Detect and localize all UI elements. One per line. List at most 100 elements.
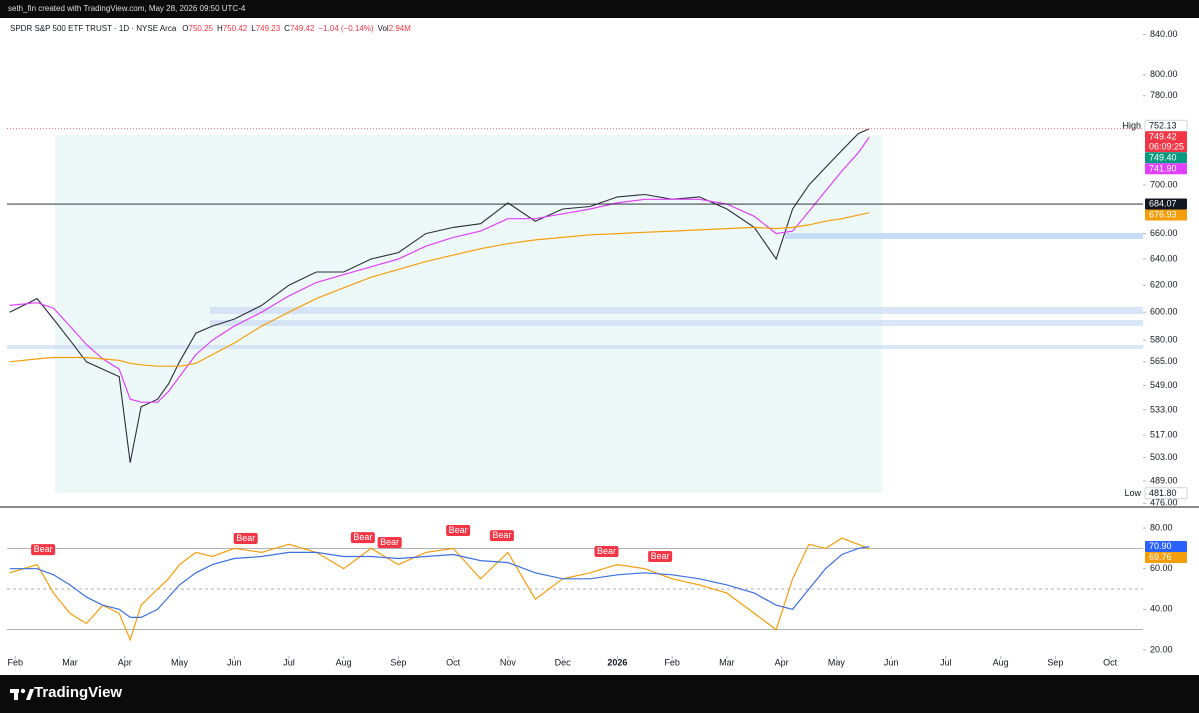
x-tick-label: Jun xyxy=(884,657,899,667)
series-line xyxy=(9,136,870,403)
price-label-box xyxy=(1145,198,1187,210)
zone xyxy=(210,307,1143,314)
x-tick-label: Sep xyxy=(390,657,406,667)
annotation-box xyxy=(446,525,471,537)
price-label-tag: Low xyxy=(1124,488,1141,498)
zone xyxy=(785,233,1143,239)
y-tick-label: 503.00 xyxy=(1150,452,1178,462)
y-tick-label: 640.00 xyxy=(1150,253,1178,263)
price-label: 752.13 xyxy=(1149,120,1177,130)
price-label: 741.90 xyxy=(1149,163,1177,173)
x-tick-label: May xyxy=(828,657,846,667)
series-line xyxy=(9,546,870,618)
y-tick-label: 40.00 xyxy=(1150,604,1173,614)
y-tick-label: 60.00 xyxy=(1150,563,1173,573)
annotation-box xyxy=(648,551,673,563)
x-tick-label: Sep xyxy=(1047,657,1063,667)
price-label-box xyxy=(1145,541,1187,553)
x-tick-label: 2026 xyxy=(607,657,627,667)
x-tick-label: Oct xyxy=(446,657,461,667)
x-tick-label: May xyxy=(171,657,189,667)
x-tick-label: Oct xyxy=(1103,657,1118,667)
logo xyxy=(10,688,34,700)
volume-key: Vol xyxy=(377,24,389,33)
price-label-box xyxy=(1145,163,1187,175)
price-label-box xyxy=(1145,552,1187,564)
field-key: H xyxy=(216,24,223,33)
annotation-label: Bear xyxy=(236,533,255,543)
y-tick-label: 840.00 xyxy=(1150,29,1178,39)
price-label: 676.93 xyxy=(1149,210,1177,220)
annotation-label: Bear xyxy=(449,525,468,535)
x-tick-label: Jul xyxy=(283,657,295,667)
y-tick-label: 549.00 xyxy=(1150,380,1178,390)
y-tick-label: 660.00 xyxy=(1150,228,1178,238)
countdown: 06:09:25 xyxy=(1149,141,1184,151)
y-tick-label: 580.00 xyxy=(1150,335,1178,345)
price-label-box xyxy=(1144,487,1188,500)
symbol: SPDR S&P 500 ETF TRUST · 1D · NYSE Arca xyxy=(10,24,177,33)
field-value: 749.42 xyxy=(289,24,315,33)
x-tick-label: Feb xyxy=(664,657,680,667)
field-key: O xyxy=(182,24,189,33)
y-tick-label: 489.00 xyxy=(1150,475,1178,485)
series-line xyxy=(9,537,870,642)
series-line xyxy=(9,128,870,463)
x-tick-label: Mar xyxy=(719,657,735,667)
annotation-label: Bear xyxy=(380,537,399,547)
x-tick-label: Mar xyxy=(62,657,78,667)
y-tick-label: 476.00 xyxy=(1150,498,1178,508)
price-label: 69.76 xyxy=(1149,552,1172,562)
x-tick-label: Jul xyxy=(940,657,952,667)
field-value: 750.25 xyxy=(188,24,213,33)
series-line xyxy=(9,212,870,367)
y-tick-label: 565.00 xyxy=(1150,356,1178,366)
y-tick-label: 80.00 xyxy=(1150,522,1173,532)
y-tick-label: 533.00 xyxy=(1150,404,1178,414)
annotation-box xyxy=(489,530,514,542)
annotation-box xyxy=(31,544,56,556)
annotation-label: Bear xyxy=(353,532,372,542)
x-tick-label: Feb xyxy=(7,657,23,667)
y-tick-label: 600.00 xyxy=(1150,307,1178,317)
y-tick-label: 800.00 xyxy=(1150,69,1178,79)
x-tick-label: Apr xyxy=(118,657,132,667)
field-key: C xyxy=(284,24,290,33)
annotation-box xyxy=(377,537,402,549)
x-tick-label: Jun xyxy=(227,657,242,667)
price-label-tag: High xyxy=(1122,120,1141,130)
price-label-box xyxy=(1145,131,1187,153)
x-tick-label: Nov xyxy=(500,657,517,667)
annotation-label: Bear xyxy=(651,551,670,561)
annotation-box xyxy=(594,545,619,557)
chart: 840.00 800.00 780.00 700.00 660.00 640.00 620.… xyxy=(0,29,1199,667)
price-label: 749.42 xyxy=(1149,131,1177,141)
y-tick-label: 700.00 xyxy=(1150,179,1178,189)
zone xyxy=(7,345,1143,349)
zone xyxy=(210,320,1143,326)
y-tick-label: 20.00 xyxy=(1150,644,1173,654)
field-value: 750.42 xyxy=(222,24,248,33)
price-label-box xyxy=(1145,152,1187,164)
y-tick-label: 517.00 xyxy=(1150,429,1178,439)
annotation-label: Bear xyxy=(34,544,53,554)
annotation-label: Bear xyxy=(492,530,511,540)
price-label: 684.07 xyxy=(1149,199,1177,209)
brand: TradingView xyxy=(34,684,123,701)
volume-value: 2.94M xyxy=(388,24,411,33)
x-tick-label: Aug xyxy=(336,657,352,667)
footer: TradingView xyxy=(0,675,1199,713)
x-tick-label: Dec xyxy=(555,657,572,667)
price-label: 70.90 xyxy=(1149,541,1172,551)
field-value: 749.23 xyxy=(255,24,281,33)
x-tick-label: Apr xyxy=(775,657,789,667)
price-label: 749.40 xyxy=(1149,152,1177,162)
annotation-label: Bear xyxy=(597,546,616,556)
change: −1.04 (−0.14%) xyxy=(318,24,374,33)
field-key: L xyxy=(251,24,256,33)
credit: seth_fin created with TradingView.com, M… xyxy=(0,0,1199,18)
y-tick-label: 620.00 xyxy=(1150,280,1178,290)
price-label: 481.80 xyxy=(1149,488,1177,498)
annotation-box xyxy=(350,532,375,544)
